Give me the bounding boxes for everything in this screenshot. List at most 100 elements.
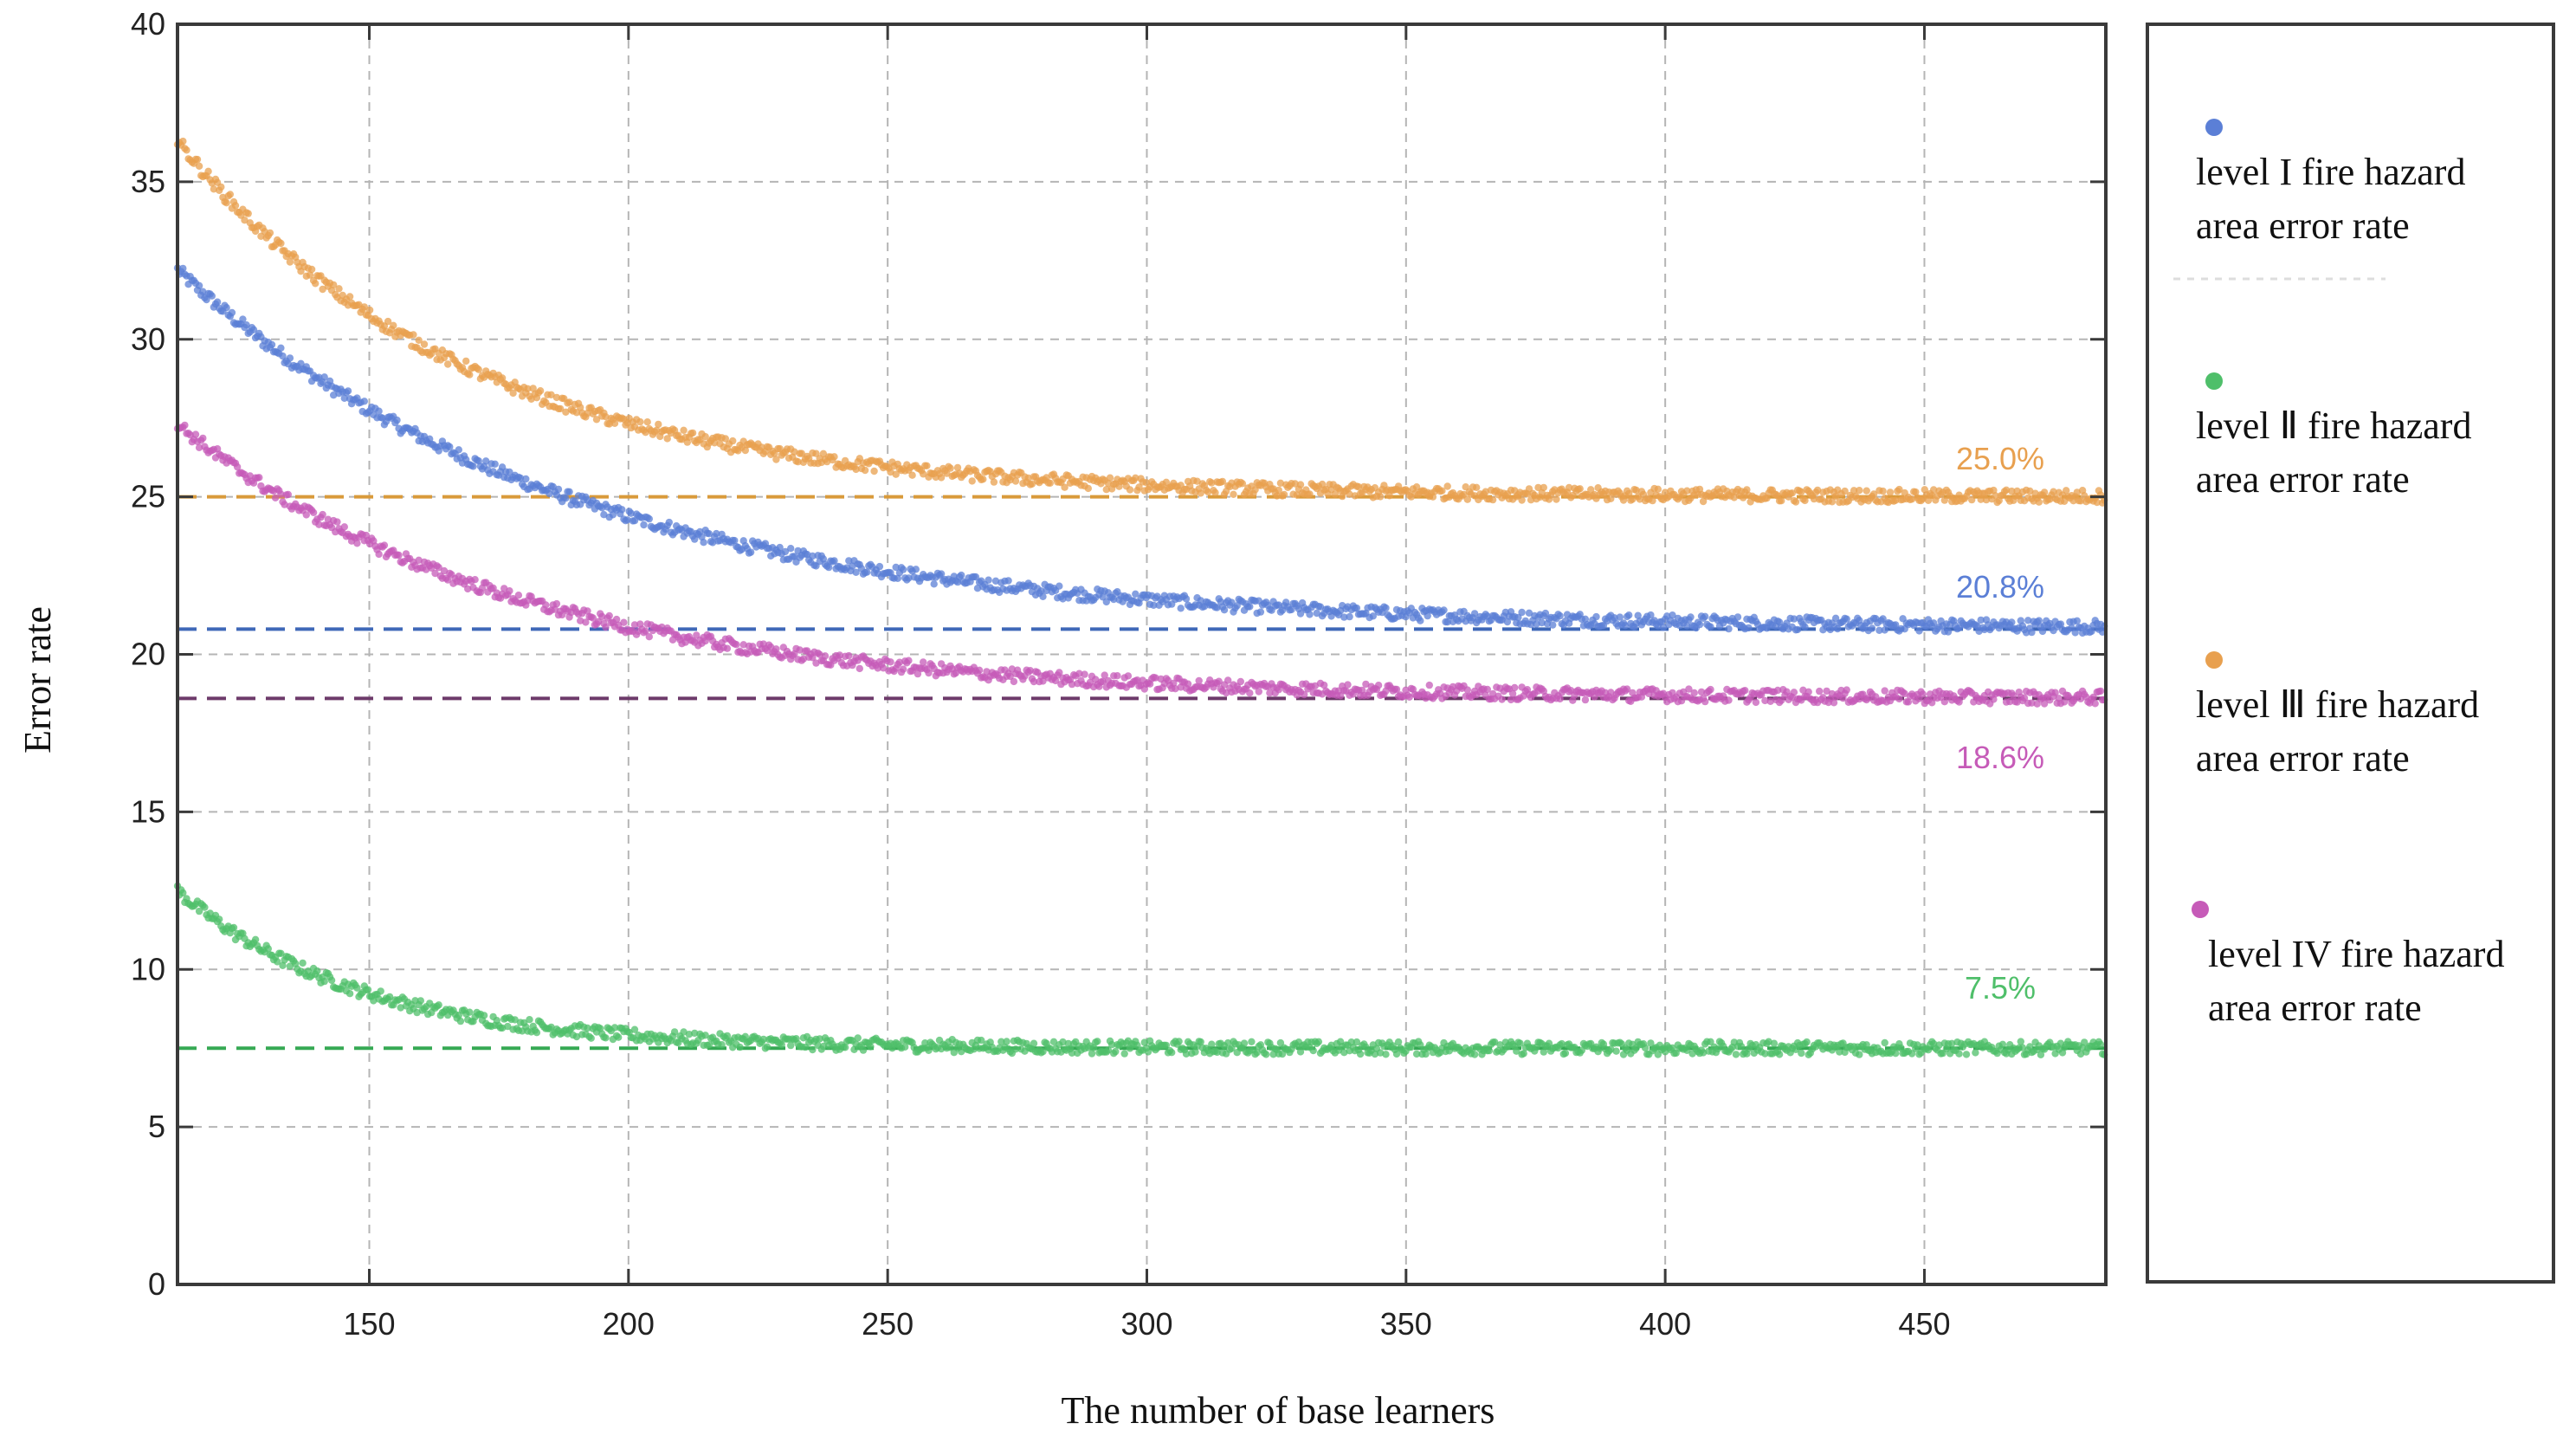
data-point xyxy=(763,1043,772,1051)
data-point xyxy=(1175,1038,1183,1045)
data-point xyxy=(640,521,648,529)
data-point xyxy=(1804,688,1812,695)
data-point xyxy=(242,321,250,329)
data-point xyxy=(277,490,285,498)
data-point xyxy=(1191,1048,1199,1056)
data-point xyxy=(2076,497,2085,505)
data-point xyxy=(1912,488,1920,496)
data-point xyxy=(630,517,639,525)
data-point xyxy=(1491,1038,1499,1046)
data-point xyxy=(796,646,804,654)
data-point xyxy=(1623,685,1631,693)
data-point xyxy=(277,949,285,958)
data-point xyxy=(1813,486,1822,495)
data-point xyxy=(1733,613,1742,621)
data-point xyxy=(946,1044,954,1051)
data-point xyxy=(1511,683,1519,692)
data-point xyxy=(1253,1049,1261,1057)
data-point xyxy=(688,429,697,437)
x-tick-label: 150 xyxy=(343,1306,395,1342)
data-point xyxy=(1641,1044,1650,1052)
data-point xyxy=(327,976,336,985)
data-point xyxy=(1775,1051,1784,1058)
data-point xyxy=(953,463,962,472)
data-point xyxy=(1275,601,1283,609)
data-point xyxy=(825,563,833,572)
data-point xyxy=(1104,479,1113,488)
data-point xyxy=(1314,1038,1323,1046)
series-points xyxy=(173,264,2108,637)
data-point xyxy=(1011,1045,1020,1053)
data-point xyxy=(1236,677,1245,686)
data-point xyxy=(1276,479,1285,487)
data-point xyxy=(1309,1046,1317,1055)
data-point xyxy=(1262,1051,1270,1058)
data-point xyxy=(787,1041,795,1050)
data-point xyxy=(1607,1045,1615,1053)
data-point xyxy=(819,450,828,457)
data-point xyxy=(271,494,280,501)
data-point xyxy=(2081,1038,2089,1046)
data-point xyxy=(333,518,341,526)
data-point xyxy=(670,1028,679,1036)
data-point xyxy=(1612,1047,1620,1055)
data-point xyxy=(1296,610,1305,618)
data-point xyxy=(1687,613,1695,621)
data-point xyxy=(2020,694,2029,702)
data-point xyxy=(1362,1043,1370,1051)
data-point xyxy=(353,540,361,547)
data-point xyxy=(552,393,561,402)
data-point xyxy=(1081,670,1088,678)
data-point xyxy=(1977,616,1985,624)
data-point xyxy=(849,562,856,570)
data-point xyxy=(319,510,326,519)
data-point xyxy=(274,958,281,966)
data-point xyxy=(901,1043,909,1051)
data-point xyxy=(1385,492,1393,500)
data-point xyxy=(1556,611,1564,620)
data-point xyxy=(2028,628,2036,637)
data-point xyxy=(1525,609,1533,617)
data-point xyxy=(527,395,535,403)
data-point xyxy=(1507,695,1515,704)
data-point xyxy=(1051,676,1060,685)
data-point xyxy=(905,657,913,664)
data-point xyxy=(1843,615,1850,623)
data-point xyxy=(1798,1049,1805,1058)
data-point xyxy=(201,903,209,911)
data-point xyxy=(1275,486,1283,495)
data-point xyxy=(542,601,550,609)
data-point xyxy=(700,539,707,547)
data-point xyxy=(602,413,610,421)
data-point xyxy=(1611,614,1618,622)
data-point xyxy=(1516,1039,1524,1047)
data-point xyxy=(1024,474,1032,482)
data-point xyxy=(1895,695,1903,703)
data-point xyxy=(306,271,314,279)
data-point xyxy=(522,475,530,483)
data-point xyxy=(1061,483,1068,491)
data-point xyxy=(1394,1038,1403,1046)
data-point xyxy=(2089,693,2097,702)
data-point xyxy=(360,303,368,311)
data-point xyxy=(1741,687,1749,695)
data-point xyxy=(312,280,320,288)
data-point xyxy=(1962,1051,1971,1058)
y-tick-label: 20 xyxy=(131,637,165,672)
data-point xyxy=(899,566,907,573)
data-point xyxy=(1003,1038,1010,1045)
asymptote-label: 7.5% xyxy=(1965,970,2036,1006)
data-point xyxy=(912,566,920,573)
data-point xyxy=(1793,625,1802,634)
data-point xyxy=(937,474,946,482)
data-point xyxy=(1685,685,1693,693)
data-point xyxy=(1581,695,1590,704)
data-point xyxy=(1088,1050,1096,1058)
y-tick-label: 10 xyxy=(131,951,165,986)
data-point xyxy=(375,407,383,415)
y-tick-label: 15 xyxy=(131,793,165,829)
data-point xyxy=(791,553,798,560)
data-point xyxy=(1412,1050,1421,1058)
data-point xyxy=(1006,672,1014,681)
data-point xyxy=(794,458,802,466)
